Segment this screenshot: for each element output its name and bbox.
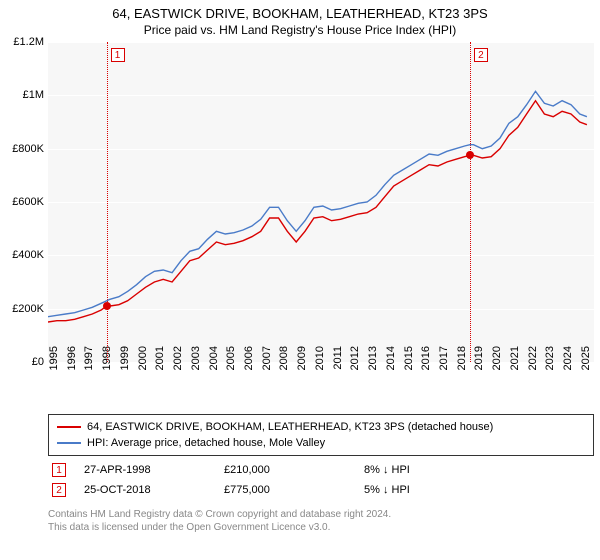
legend-label-property: 64, EASTWICK DRIVE, BOOKHAM, LEATHERHEAD… (87, 421, 493, 433)
line-series-svg (48, 42, 594, 362)
event-price-2: £775,000 (220, 480, 360, 500)
legend-swatch-property (57, 426, 81, 428)
chart-container: 64, EASTWICK DRIVE, BOOKHAM, LEATHERHEAD… (0, 0, 600, 560)
y-axis-label: £200K (4, 303, 44, 315)
legend-item-hpi: HPI: Average price, detached house, Mole… (57, 435, 585, 451)
series-line (48, 91, 587, 316)
legend-swatch-hpi (57, 442, 81, 444)
event-delta-2: 5% ↓ HPI (360, 480, 594, 500)
event-row-1: 1 27-APR-1998 £210,000 8% ↓ HPI (48, 460, 594, 480)
footer-line-1: Contains HM Land Registry data © Crown c… (48, 508, 594, 521)
event-delta-1: 8% ↓ HPI (360, 460, 594, 480)
events-table: 1 27-APR-1998 £210,000 8% ↓ HPI 2 25-OCT… (48, 460, 594, 500)
event-dot (103, 302, 111, 310)
chart-title: 64, EASTWICK DRIVE, BOOKHAM, LEATHERHEAD… (0, 0, 600, 21)
y-axis-label: £600K (4, 196, 44, 208)
series-line (48, 101, 587, 322)
footer-attribution: Contains HM Land Registry data © Crown c… (48, 508, 594, 534)
event-marker-1: 1 (52, 463, 66, 477)
event-date-2: 25-OCT-2018 (80, 480, 220, 500)
legend-box: 64, EASTWICK DRIVE, BOOKHAM, LEATHERHEAD… (48, 414, 594, 456)
footer-line-2: This data is licensed under the Open Gov… (48, 521, 594, 534)
y-axis-label: £400K (4, 249, 44, 261)
event-marker-2: 2 (52, 483, 66, 497)
event-date-1: 27-APR-1998 (80, 460, 220, 480)
legend-label-hpi: HPI: Average price, detached house, Mole… (87, 437, 325, 449)
chart-area: £0£200K£400K£600K£800K£1M£1.2M 199519961… (0, 42, 600, 402)
y-axis-label: £1.2M (4, 36, 44, 48)
y-axis-label: £1M (4, 89, 44, 101)
legend-item-property: 64, EASTWICK DRIVE, BOOKHAM, LEATHERHEAD… (57, 419, 585, 435)
event-price-1: £210,000 (220, 460, 360, 480)
y-axis-label: £0 (4, 356, 44, 368)
event-dot (466, 151, 474, 159)
y-axis-label: £800K (4, 143, 44, 155)
chart-subtitle: Price paid vs. HM Land Registry's House … (0, 21, 600, 41)
event-row-2: 2 25-OCT-2018 £775,000 5% ↓ HPI (48, 480, 594, 500)
